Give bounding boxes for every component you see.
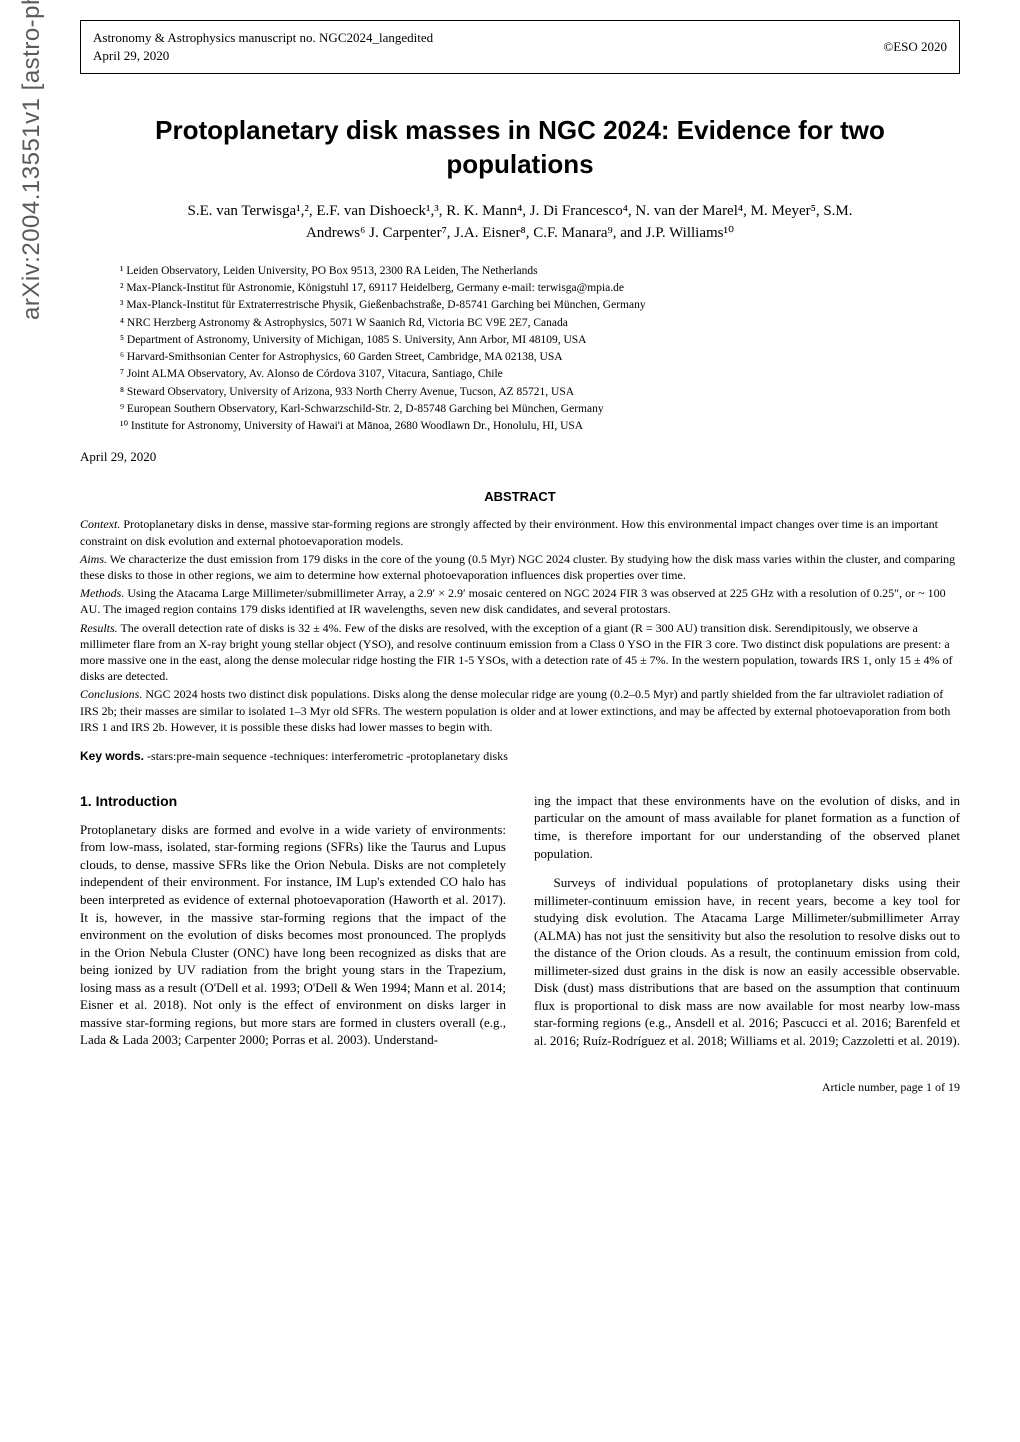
results-text: The overall detection rate of disks is 3…	[80, 621, 953, 684]
keywords-text: -stars:pre-main sequence -techniques: in…	[144, 749, 508, 763]
right-column: ing the impact that these environments h…	[534, 792, 960, 1050]
affiliation-1: ¹ Leiden Observatory, Leiden University,…	[120, 263, 960, 280]
journal-line: Astronomy & Astrophysics manuscript no. …	[93, 29, 433, 47]
affiliation-10: ¹⁰ Institute for Astronomy, University o…	[120, 418, 960, 435]
abstract-heading: ABSTRACT	[80, 489, 960, 504]
affiliation-4: ⁴ NRC Herzberg Astronomy & Astrophysics,…	[120, 315, 960, 332]
page-content: Astronomy & Astrophysics manuscript no. …	[0, 0, 1020, 1135]
context-label: Context.	[80, 517, 120, 531]
methods-text: Using the Atacama Large Millimeter/submi…	[80, 586, 946, 616]
affiliations-list: ¹ Leiden Observatory, Leiden University,…	[120, 263, 960, 436]
authors-list: S.E. van Terwisga¹,², E.F. van Dishoeck¹…	[80, 200, 960, 245]
abstract-conclusions: Conclusions. NGC 2024 hosts two distinct…	[80, 686, 960, 735]
header-date: April 29, 2020	[93, 47, 433, 65]
affiliation-3: ³ Max-Planck-Institut für Extraterrestri…	[120, 297, 960, 314]
affiliation-6: ⁶ Harvard-Smithsonian Center for Astroph…	[120, 349, 960, 366]
results-label: Results.	[80, 621, 118, 635]
context-text: Protoplanetary disks in dense, massive s…	[80, 517, 938, 547]
body-columns: 1. Introduction Protoplanetary disks are…	[80, 792, 960, 1050]
intro-paragraph-2: Surveys of individual populations of pro…	[534, 874, 960, 1049]
page-number-footer: Article number, page 1 of 19	[80, 1080, 960, 1095]
affiliation-7: ⁷ Joint ALMA Observatory, Av. Alonso de …	[120, 366, 960, 383]
affiliation-9: ⁹ European Southern Observatory, Karl-Sc…	[120, 401, 960, 418]
arxiv-identifier: arXiv:2004.13551v1 [astro-ph.SR] 28 Apr …	[18, 0, 46, 320]
affiliation-2: ² Max-Planck-Institut für Astronomie, Kö…	[120, 280, 960, 297]
manuscript-date: April 29, 2020	[80, 449, 960, 465]
keywords-line: Key words. -stars:pre-main sequence -tec…	[80, 749, 960, 764]
section-1-heading: 1. Introduction	[80, 792, 506, 811]
abstract-aims: Aims. We characterize the dust emission …	[80, 551, 960, 583]
authors-line-2: Andrews⁶ J. Carpenter⁷, J.A. Eisner⁸, C.…	[80, 222, 960, 245]
affiliation-5: ⁵ Department of Astronomy, University of…	[120, 332, 960, 349]
abstract-context: Context. Protoplanetary disks in dense, …	[80, 516, 960, 548]
intro-paragraph-1-cont: ing the impact that these environments h…	[534, 792, 960, 862]
header-left: Astronomy & Astrophysics manuscript no. …	[93, 29, 433, 65]
left-column: 1. Introduction Protoplanetary disks are…	[80, 792, 506, 1050]
keywords-label: Key words.	[80, 749, 144, 763]
intro-paragraph-1: Protoplanetary disks are formed and evol…	[80, 821, 506, 1049]
abstract-results: Results. The overall detection rate of d…	[80, 620, 960, 685]
methods-label: Methods.	[80, 586, 124, 600]
conclusions-label: Conclusions.	[80, 687, 142, 701]
paper-title: Protoplanetary disk masses in NGC 2024: …	[80, 114, 960, 182]
manuscript-header-box: Astronomy & Astrophysics manuscript no. …	[80, 20, 960, 74]
aims-text: We characterize the dust emission from 1…	[80, 552, 955, 582]
conclusions-text: NGC 2024 hosts two distinct disk populat…	[80, 687, 950, 733]
abstract-methods: Methods. Using the Atacama Large Millime…	[80, 585, 960, 617]
aims-label: Aims.	[80, 552, 107, 566]
authors-line-1: S.E. van Terwisga¹,², E.F. van Dishoeck¹…	[80, 200, 960, 223]
copyright-notice: ©ESO 2020	[883, 39, 947, 55]
affiliation-8: ⁸ Steward Observatory, University of Ari…	[120, 384, 960, 401]
abstract-body: Context. Protoplanetary disks in dense, …	[80, 516, 960, 734]
